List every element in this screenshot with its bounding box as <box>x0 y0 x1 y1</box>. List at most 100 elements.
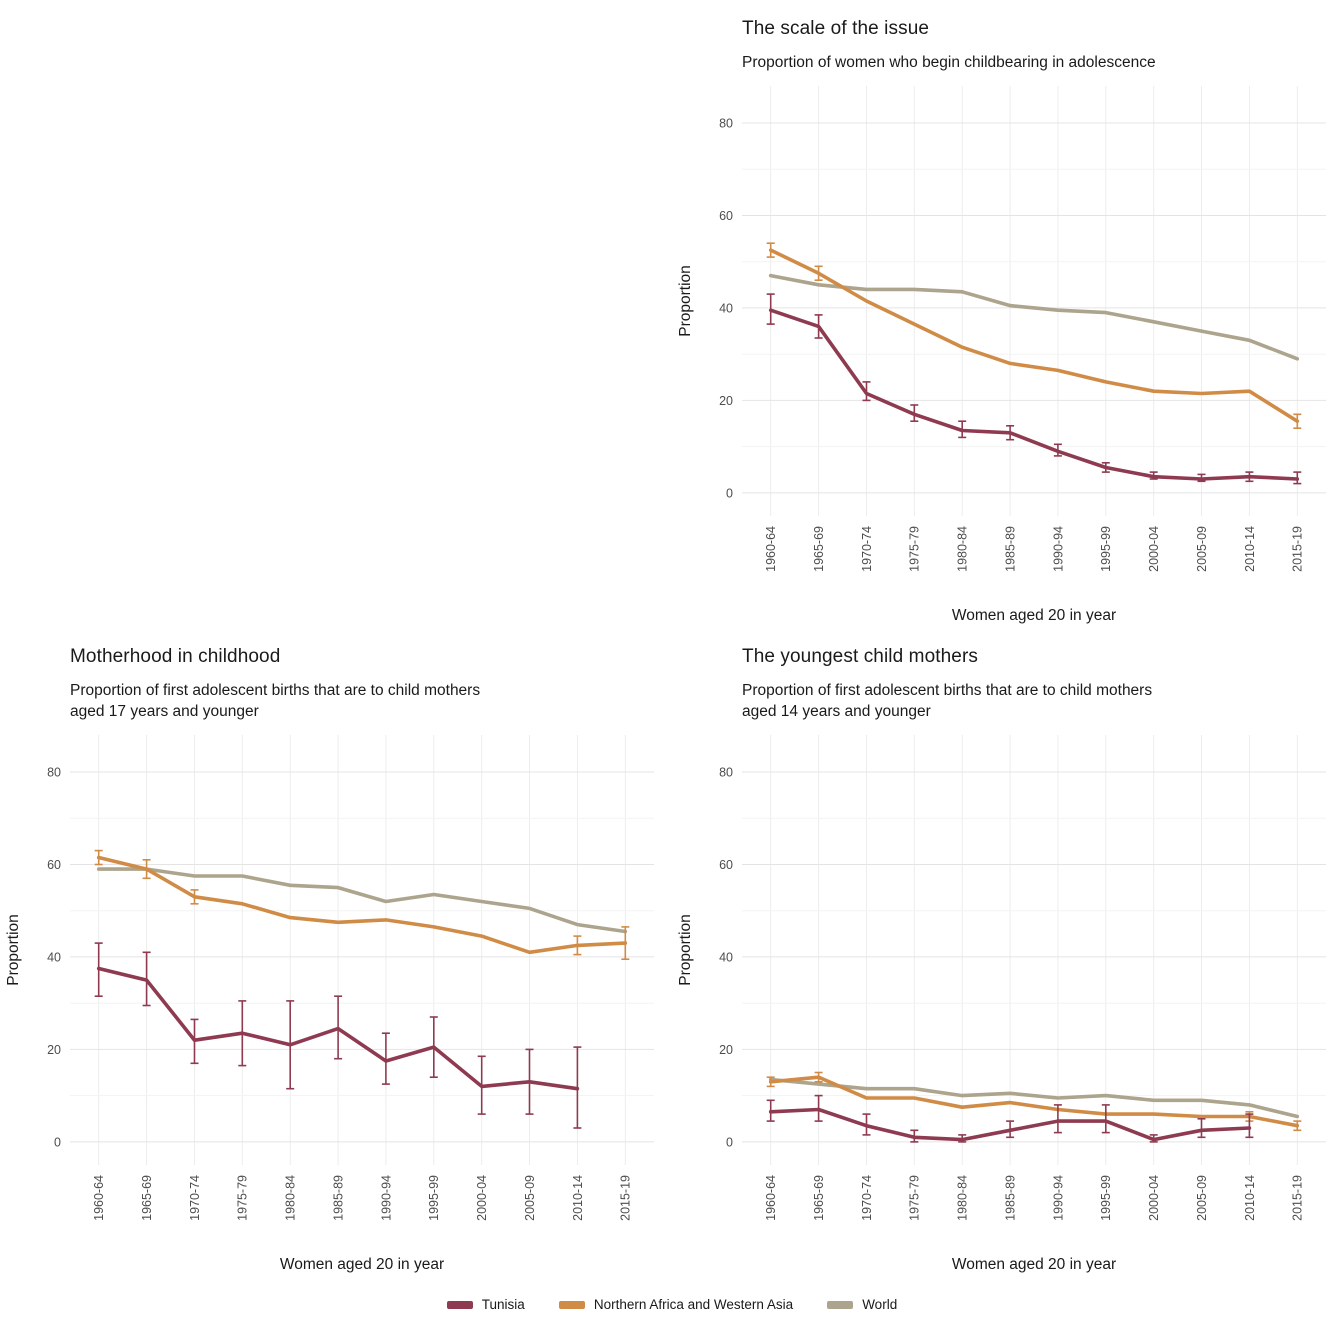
svg-text:1985-89: 1985-89 <box>1003 1175 1017 1221</box>
svg-text:1965-69: 1965-69 <box>812 1175 826 1221</box>
legend-swatch-world <box>827 1300 854 1309</box>
svg-text:1970-74: 1970-74 <box>860 1175 874 1221</box>
panel-motherhood-in-childhood: Motherhood in childhood Proportion of fi… <box>0 634 672 1283</box>
svg-text:1995-99: 1995-99 <box>1099 1175 1113 1221</box>
svg-text:2005-09: 2005-09 <box>1195 1175 1209 1221</box>
gridlines-vertical <box>770 735 1298 1166</box>
series-tunisia <box>766 292 1302 485</box>
svg-text:2015-19: 2015-19 <box>1291 526 1305 572</box>
svg-text:2000-04: 2000-04 <box>1147 526 1161 572</box>
svg-text:20: 20 <box>719 393 733 407</box>
x-tick-labels: 1960-64 1965-69 1970-74 1975-79 1980-84 1985-… <box>92 1175 633 1221</box>
series-tunisia <box>94 942 582 1129</box>
y-axis-title: Proportion <box>5 914 22 986</box>
panel-subtitle-youngest-child-mothers: Proportion of first adolescent births th… <box>742 681 1153 721</box>
panel-title-motherhood-in-childhood: Motherhood in childhood <box>70 645 281 667</box>
svg-text:1960-64: 1960-64 <box>764 526 778 572</box>
svg-text:2015-19: 2015-19 <box>619 1175 633 1221</box>
panel-subtitle-scale-of-issue: Proportion of women who begin childbeari… <box>742 54 1156 71</box>
gridlines-vertical <box>770 85 1298 516</box>
x-tick-labels: 1960-64 1965-69 1970-74 1975-79 1980-84 1985-… <box>764 526 1305 572</box>
svg-text:1980-84: 1980-84 <box>956 1175 970 1221</box>
svg-text:1985-89: 1985-89 <box>1003 526 1017 572</box>
series-world <box>96 867 628 934</box>
svg-text:0: 0 <box>726 1135 733 1149</box>
svg-text:40: 40 <box>47 950 61 964</box>
legend-label-tunisia: Tunisia <box>481 1297 525 1313</box>
svg-text:2010-14: 2010-14 <box>1243 1175 1257 1221</box>
svg-text:80: 80 <box>719 116 733 130</box>
svg-text:1975-79: 1975-79 <box>908 526 922 572</box>
legend-item-world: World <box>827 1297 897 1312</box>
svg-text:1990-94: 1990-94 <box>379 1175 393 1221</box>
svg-text:1980-84: 1980-84 <box>284 1175 298 1221</box>
svg-text:1965-69: 1965-69 <box>140 1175 154 1221</box>
series-northern-africa-and-western-asia <box>94 849 630 961</box>
svg-text:1980-84: 1980-84 <box>956 526 970 572</box>
legend-swatch-northern-africa-western-asia <box>558 1300 585 1309</box>
svg-text:1970-74: 1970-74 <box>860 526 874 572</box>
svg-text:0: 0 <box>54 1135 61 1149</box>
svg-text:1960-64: 1960-64 <box>92 1175 106 1221</box>
figure: The scale of the issue Proportion of wom… <box>0 6 1344 1312</box>
svg-text:80: 80 <box>47 765 61 779</box>
panel-youngest-child-mothers: The youngest child mothers Proportion of… <box>672 634 1344 1283</box>
series-world <box>768 273 1300 361</box>
svg-text:40: 40 <box>719 301 733 315</box>
svg-text:20: 20 <box>719 1043 733 1057</box>
gridlines-minor <box>70 817 654 1097</box>
svg-text:1960-64: 1960-64 <box>764 1175 778 1221</box>
svg-text:20: 20 <box>47 1043 61 1057</box>
svg-text:40: 40 <box>719 950 733 964</box>
legend: Tunisia Northern Africa and Western Asia… <box>0 1297 1344 1312</box>
x-axis-title: Women aged 20 in year <box>952 607 1116 624</box>
gridlines-major <box>742 122 1326 494</box>
series-northern-africa-and-western-asia <box>766 1071 1302 1132</box>
panel-scale-of-issue: The scale of the issue Proportion of wom… <box>672 6 1344 634</box>
series-world <box>768 1077 1300 1119</box>
svg-text:2015-19: 2015-19 <box>1291 1175 1305 1221</box>
svg-text:1975-79: 1975-79 <box>236 1175 250 1221</box>
legend-item-northern-africa-western-asia: Northern Africa and Western Asia <box>558 1297 794 1313</box>
series-northern-africa-and-western-asia <box>766 242 1302 429</box>
panel-title-scale-of-issue: The scale of the issue <box>742 18 930 39</box>
svg-text:80: 80 <box>719 765 733 779</box>
svg-text:2005-09: 2005-09 <box>523 1175 537 1221</box>
empty-cell <box>0 6 672 634</box>
legend-label-northern-africa-western-asia: Northern Africa and Western Asia <box>593 1297 794 1313</box>
svg-text:1995-99: 1995-99 <box>1099 526 1113 572</box>
line-chart-youngest-child-mothers: 0 20 40 60 80 1960-64 1965-69 1970-74 1975-79 198… <box>677 735 1326 1273</box>
svg-text:1990-94: 1990-94 <box>1051 1175 1065 1221</box>
x-axis-title: Women aged 20 in year <box>280 1256 444 1273</box>
svg-text:1975-79: 1975-79 <box>908 1175 922 1221</box>
svg-text:1995-99: 1995-99 <box>427 1175 441 1221</box>
panel-grid: The scale of the issue Proportion of wom… <box>0 6 1344 1283</box>
x-axis-title: Women aged 20 in year <box>952 1256 1116 1273</box>
panel-subtitle-motherhood-in-childhood: Proportion of first adolescent births th… <box>70 681 481 721</box>
gridlines-major <box>742 771 1326 1143</box>
svg-text:60: 60 <box>719 858 733 872</box>
series-tunisia <box>766 1094 1254 1143</box>
y-tick-labels: 0 20 40 60 80 <box>719 116 733 500</box>
legend-item-tunisia: Tunisia <box>446 1297 525 1313</box>
legend-label-world: World <box>862 1297 898 1313</box>
svg-text:1985-89: 1985-89 <box>331 1175 345 1221</box>
svg-text:2000-04: 2000-04 <box>475 1175 489 1221</box>
svg-text:1970-74: 1970-74 <box>188 1175 202 1221</box>
svg-text:2000-04: 2000-04 <box>1147 1175 1161 1221</box>
svg-text:1990-94: 1990-94 <box>1051 526 1065 572</box>
y-tick-labels: 0 20 40 60 80 <box>719 765 733 1149</box>
svg-text:2005-09: 2005-09 <box>1195 526 1209 572</box>
svg-text:60: 60 <box>47 858 61 872</box>
line-chart-scale-of-issue: 0 20 40 60 80 1960-64 1965-69 1970-74 1975-79 198… <box>677 85 1326 624</box>
x-tick-labels: 1960-64 1965-69 1970-74 1975-79 1980-84 1985-… <box>764 1175 1305 1221</box>
svg-text:2010-14: 2010-14 <box>1243 526 1257 572</box>
y-axis-title: Proportion <box>677 914 694 986</box>
svg-text:0: 0 <box>726 486 733 500</box>
svg-text:60: 60 <box>719 209 733 223</box>
legend-swatch-tunisia <box>446 1300 473 1309</box>
svg-text:2010-14: 2010-14 <box>571 1175 585 1221</box>
line-chart-motherhood-in-childhood: 0 20 40 60 80 1960-64 1965-69 1970-74 1975-79 198… <box>5 735 654 1273</box>
y-axis-title: Proportion <box>677 265 694 337</box>
svg-text:1965-69: 1965-69 <box>812 526 826 572</box>
